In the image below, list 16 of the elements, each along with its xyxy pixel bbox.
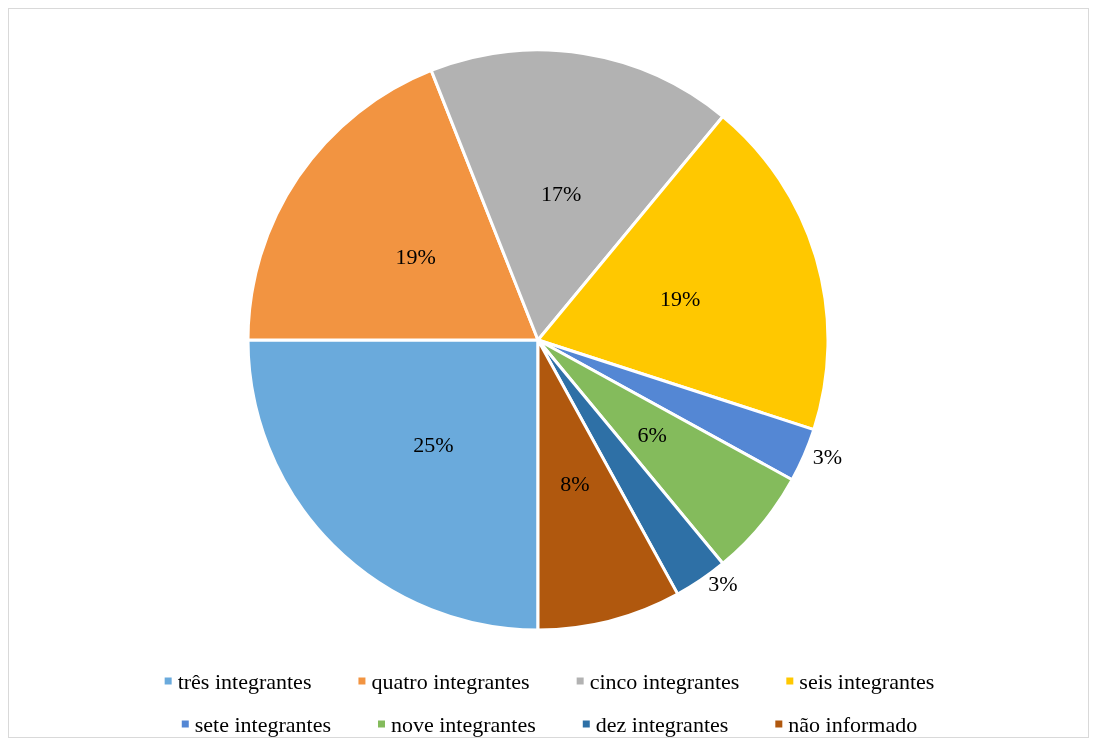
legend-label: cinco integrantes [589,668,740,694]
data-label: 3% [708,570,738,596]
legend-label: nove integrantes [390,711,536,737]
legend-label: não informado [788,711,918,737]
legend-label: sete integrantes [194,711,331,737]
data-label: 19% [395,244,436,270]
data-label: 3% [812,444,843,470]
legend-label: dez integrantes [595,711,729,737]
legend-label: três integrantes [177,668,312,694]
data-label: 6% [637,421,667,447]
data-label: 25% [413,432,454,458]
data-label: 19% [659,286,701,312]
data-label: 17% [540,181,582,207]
data-label: 8% [560,470,590,496]
legend-label: seis integrantes [799,668,935,694]
legend-label: quatro integrantes [371,668,530,694]
